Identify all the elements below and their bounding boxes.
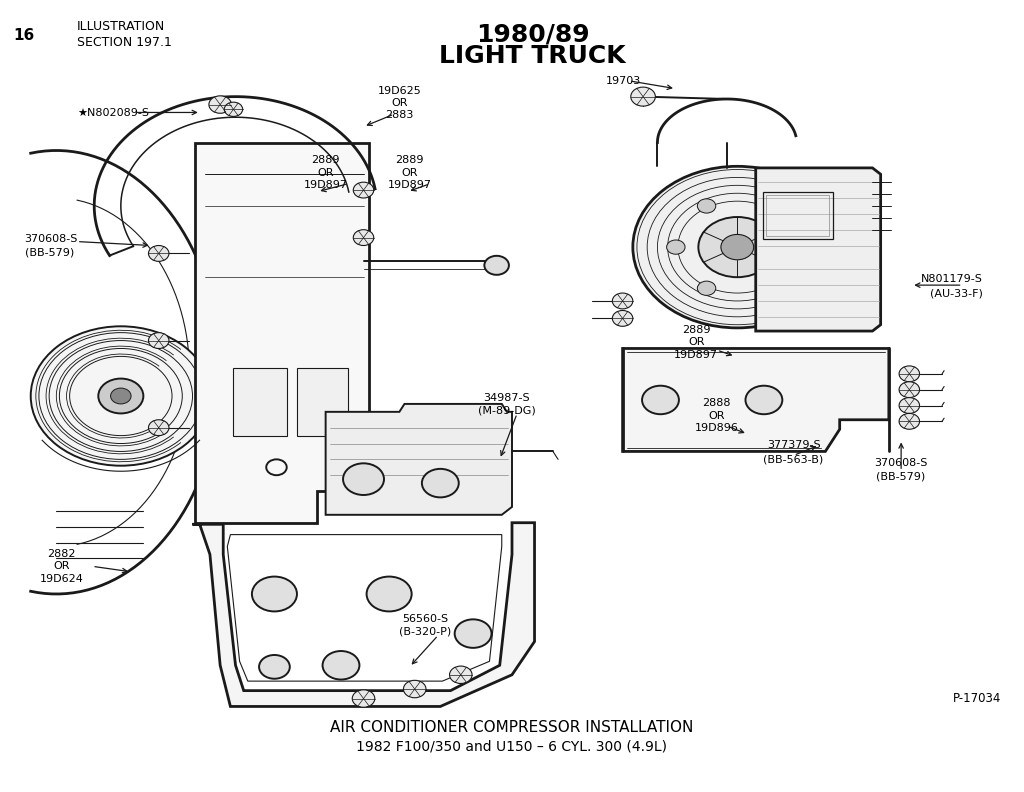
Text: 2889
OR
19D897: 2889 OR 19D897 bbox=[304, 155, 347, 190]
Bar bbox=[763, 192, 833, 239]
Circle shape bbox=[367, 577, 412, 611]
Circle shape bbox=[455, 619, 492, 648]
Text: P-17034: P-17034 bbox=[953, 692, 1001, 705]
Polygon shape bbox=[195, 143, 369, 523]
Circle shape bbox=[698, 217, 776, 277]
Circle shape bbox=[697, 199, 716, 213]
Text: AIR CONDITIONER COMPRESSOR INSTALLATION: AIR CONDITIONER COMPRESSOR INSTALLATION bbox=[331, 720, 693, 734]
Circle shape bbox=[323, 651, 359, 680]
Text: 16: 16 bbox=[13, 28, 35, 43]
Bar bbox=[766, 195, 829, 236]
Polygon shape bbox=[623, 348, 889, 451]
Polygon shape bbox=[326, 404, 512, 515]
Circle shape bbox=[353, 182, 374, 198]
Circle shape bbox=[209, 96, 231, 113]
Circle shape bbox=[759, 199, 777, 213]
Circle shape bbox=[343, 463, 384, 495]
Circle shape bbox=[353, 230, 374, 246]
Circle shape bbox=[450, 666, 472, 683]
Text: ILLUSTRATION: ILLUSTRATION bbox=[77, 20, 165, 32]
Circle shape bbox=[697, 281, 716, 295]
Text: 19703: 19703 bbox=[606, 76, 641, 86]
Text: 2888
OR
19D896: 2888 OR 19D896 bbox=[695, 398, 738, 433]
Circle shape bbox=[631, 87, 655, 106]
Text: 1982 F100/350 and U150 – 6 CYL. 300 (4.9L): 1982 F100/350 and U150 – 6 CYL. 300 (4.9… bbox=[356, 739, 668, 753]
Circle shape bbox=[224, 102, 243, 116]
Text: (BB-563-B): (BB-563-B) bbox=[764, 455, 823, 464]
Polygon shape bbox=[756, 168, 881, 331]
Circle shape bbox=[352, 690, 375, 707]
Circle shape bbox=[721, 234, 754, 260]
Circle shape bbox=[422, 469, 459, 497]
Circle shape bbox=[633, 166, 842, 328]
Text: N801179-S: N801179-S bbox=[922, 274, 983, 284]
Text: 56560-S
(B-320-P): 56560-S (B-320-P) bbox=[398, 615, 452, 637]
Circle shape bbox=[31, 326, 211, 466]
Text: 377379-S: 377379-S bbox=[767, 440, 820, 450]
Circle shape bbox=[899, 382, 920, 398]
Text: 370608-S: 370608-S bbox=[874, 459, 928, 468]
Circle shape bbox=[667, 240, 685, 254]
Text: 2882
OR
19D624: 2882 OR 19D624 bbox=[40, 549, 83, 584]
Polygon shape bbox=[193, 523, 535, 706]
Text: 19D625
OR
2883: 19D625 OR 2883 bbox=[378, 86, 421, 120]
Circle shape bbox=[484, 256, 509, 275]
Text: ★N802089-S: ★N802089-S bbox=[77, 108, 148, 117]
Circle shape bbox=[148, 246, 169, 261]
Circle shape bbox=[259, 655, 290, 679]
Text: (BB-579): (BB-579) bbox=[877, 472, 926, 482]
Circle shape bbox=[148, 333, 169, 348]
Text: (BB-579): (BB-579) bbox=[25, 248, 74, 257]
Bar bbox=[233, 368, 287, 436]
Circle shape bbox=[148, 420, 169, 436]
Circle shape bbox=[98, 379, 143, 413]
Text: 34987-S
(M-89-DG): 34987-S (M-89-DG) bbox=[478, 393, 536, 415]
Text: 1980/89: 1980/89 bbox=[476, 22, 589, 46]
Text: (AU-33-F): (AU-33-F) bbox=[930, 288, 983, 298]
Circle shape bbox=[899, 398, 920, 413]
Circle shape bbox=[252, 577, 297, 611]
Text: SECTION 197.1: SECTION 197.1 bbox=[77, 36, 172, 48]
Circle shape bbox=[403, 680, 426, 698]
Circle shape bbox=[759, 281, 777, 295]
Bar bbox=[297, 368, 348, 436]
Circle shape bbox=[642, 386, 679, 414]
Circle shape bbox=[612, 310, 633, 326]
Circle shape bbox=[899, 366, 920, 382]
Text: 2889
OR
19D897: 2889 OR 19D897 bbox=[675, 325, 718, 360]
Text: LIGHT TRUCK: LIGHT TRUCK bbox=[439, 44, 626, 67]
Circle shape bbox=[790, 240, 808, 254]
Text: 2889
OR
19D897: 2889 OR 19D897 bbox=[388, 155, 431, 190]
Circle shape bbox=[899, 413, 920, 429]
Circle shape bbox=[745, 386, 782, 414]
Circle shape bbox=[612, 293, 633, 309]
Text: 370608-S: 370608-S bbox=[25, 234, 78, 244]
Circle shape bbox=[111, 388, 131, 404]
